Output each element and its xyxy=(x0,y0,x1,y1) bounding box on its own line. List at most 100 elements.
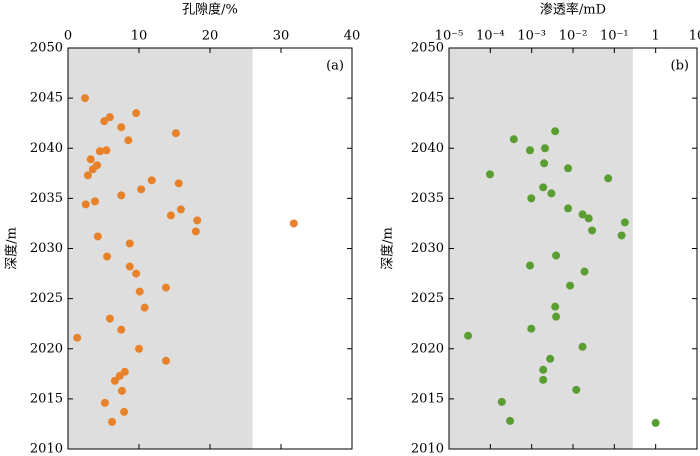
point xyxy=(584,214,593,223)
shaded-region xyxy=(68,48,253,449)
point xyxy=(651,418,660,427)
point xyxy=(117,386,126,395)
point xyxy=(604,174,613,183)
point xyxy=(161,356,170,365)
panel-label: (a) xyxy=(326,59,344,74)
point xyxy=(117,325,126,334)
y-axis-label: 深度/m xyxy=(4,227,20,270)
x-tick-label: 0 xyxy=(64,29,72,44)
point xyxy=(81,200,90,209)
y-tick-label: 2045 xyxy=(411,91,444,106)
point xyxy=(572,385,581,394)
y-tick-label: 2015 xyxy=(30,391,63,406)
point xyxy=(102,146,111,155)
point xyxy=(578,210,587,219)
point xyxy=(140,303,149,312)
y-tick-label: 2015 xyxy=(411,391,444,406)
point xyxy=(497,397,506,406)
point xyxy=(161,283,170,292)
point xyxy=(100,117,109,126)
point xyxy=(135,344,143,353)
point xyxy=(464,331,473,340)
plot-frame xyxy=(448,47,698,450)
point xyxy=(174,179,183,188)
point xyxy=(578,342,587,351)
point xyxy=(110,376,119,385)
y-tick-label: 2035 xyxy=(30,191,63,206)
point xyxy=(617,231,626,240)
y-tick-label: 2045 xyxy=(30,91,63,106)
x-tick-label: 1 xyxy=(652,29,660,44)
y-tick-label: 2020 xyxy=(411,341,444,356)
point xyxy=(83,171,92,180)
point xyxy=(105,113,114,122)
point xyxy=(93,232,102,241)
point xyxy=(552,251,561,260)
point xyxy=(552,312,561,321)
point xyxy=(132,269,141,278)
plot-frame xyxy=(67,47,353,450)
point xyxy=(115,371,124,380)
panel-label: (b) xyxy=(671,59,689,74)
point xyxy=(124,136,133,145)
x-tick-label: 10 xyxy=(689,29,700,44)
point xyxy=(125,239,134,248)
point xyxy=(81,94,90,103)
x-tick-label: 10⁻¹ xyxy=(600,29,629,44)
x-tick-label: 20 xyxy=(202,29,219,44)
y-tick-label: 2020 xyxy=(30,341,63,356)
y-tick-label: 2035 xyxy=(411,191,444,206)
point xyxy=(551,302,560,311)
point xyxy=(485,170,494,179)
point xyxy=(540,144,549,153)
point xyxy=(100,398,109,407)
point xyxy=(117,191,126,200)
point xyxy=(193,216,202,225)
x-tick-label: 10 xyxy=(131,29,148,44)
y-tick-label: 2030 xyxy=(411,241,444,256)
point xyxy=(566,281,575,290)
y-axis-label: 深度/m xyxy=(380,227,396,270)
y-tick-label: 2025 xyxy=(30,291,63,306)
point xyxy=(527,194,536,203)
point xyxy=(564,204,573,213)
point xyxy=(95,147,104,156)
point xyxy=(620,218,629,227)
point xyxy=(176,205,185,214)
point xyxy=(135,287,144,296)
point xyxy=(171,129,180,138)
point xyxy=(588,226,597,235)
point xyxy=(539,365,548,374)
y-tick-label: 2025 xyxy=(411,291,444,306)
y-tick-label: 2040 xyxy=(30,141,63,156)
x-tick-label: 10⁻³ xyxy=(517,29,546,44)
point xyxy=(525,261,534,270)
point xyxy=(125,262,134,271)
point xyxy=(509,135,518,144)
point xyxy=(525,146,534,155)
point xyxy=(120,407,129,416)
x-tick-label: 30 xyxy=(273,29,290,44)
point xyxy=(539,183,548,192)
point xyxy=(137,185,146,194)
shaded-region xyxy=(449,48,633,449)
y-tick-label: 2010 xyxy=(30,442,63,456)
point xyxy=(108,417,117,426)
y-tick-label: 2050 xyxy=(411,41,444,56)
x-tick-label: 10⁻⁵ xyxy=(435,29,464,44)
point xyxy=(191,227,200,236)
point xyxy=(564,164,573,173)
point xyxy=(289,219,298,228)
x-axis-label: 孔隙度/% xyxy=(182,2,238,18)
point xyxy=(147,176,156,185)
point xyxy=(88,165,97,174)
y-tick-label: 2050 xyxy=(30,41,63,56)
point xyxy=(580,267,589,276)
point xyxy=(73,333,82,342)
point xyxy=(105,314,114,323)
point xyxy=(166,211,175,220)
point xyxy=(86,155,95,164)
x-axis-label: 渗透率/mD xyxy=(540,2,606,18)
point xyxy=(551,127,560,136)
